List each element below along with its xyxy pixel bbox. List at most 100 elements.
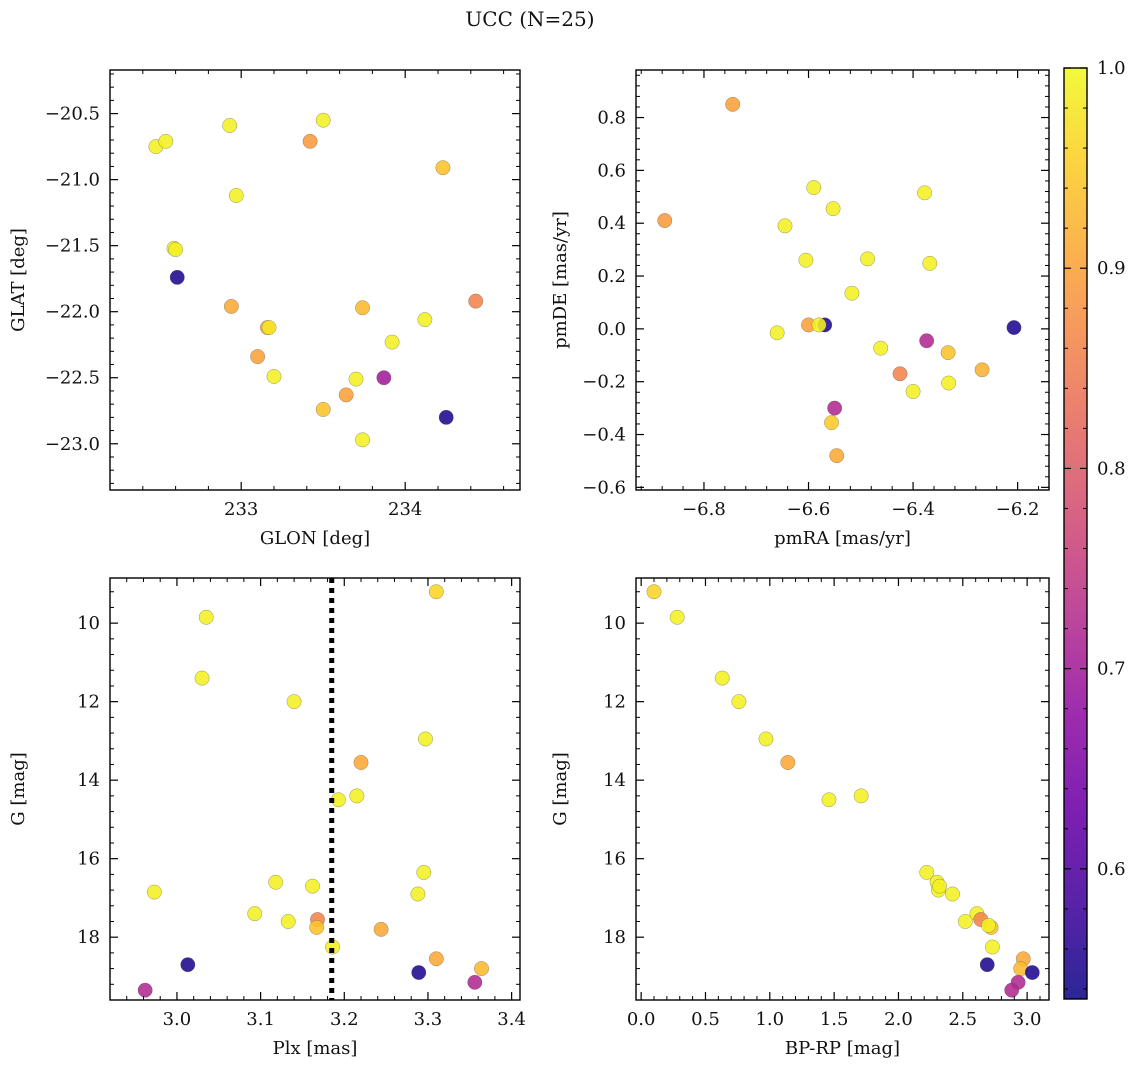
- data-point-8: [860, 251, 876, 267]
- data-point-10: [268, 874, 284, 890]
- x-tick-label: 2.5: [948, 1009, 977, 1030]
- data-point-12: [932, 878, 948, 894]
- data-point-1: [725, 96, 741, 112]
- data-point-25: [1004, 982, 1020, 998]
- data-point-14: [769, 325, 785, 341]
- data-point-15: [1006, 320, 1022, 335]
- y-tick-label: 0.4: [597, 213, 626, 234]
- data-point-3: [714, 670, 730, 686]
- x-tick-label: 233: [224, 499, 258, 520]
- colorbar-gradient: [1064, 68, 1087, 999]
- data-point-1: [428, 584, 444, 600]
- data-point-7: [821, 792, 837, 808]
- x-tick-label: 2.0: [884, 1009, 913, 1030]
- data-point-7: [798, 252, 814, 268]
- data-point-24: [438, 409, 454, 425]
- data-point-14: [247, 906, 263, 922]
- data-point-25: [355, 432, 371, 448]
- data-point-18: [250, 349, 266, 365]
- data-point-4: [731, 694, 747, 710]
- data-point-21: [180, 957, 196, 973]
- y-tick-label: −22.5: [45, 368, 100, 389]
- data-point-8: [853, 788, 869, 804]
- y-tick-label: 18: [77, 927, 100, 948]
- x-tick-label: −6.8: [682, 499, 726, 520]
- y-tick-label: 0.2: [597, 266, 626, 287]
- data-point-6: [435, 160, 451, 176]
- panel-4: 0.0 0.5 1.0 1.5 2.0 2.5 3.0 10 12 14 16 18 BP-RP [ma…: [550, 577, 1050, 1059]
- y-tick-label: −23.0: [45, 434, 100, 455]
- x-axis-label: Plx [mas]: [273, 1038, 358, 1059]
- ticks: 3.0 3.1 3.2 3.3 3.4 10 12 14 16 18: [77, 578, 526, 1030]
- data-point-2: [657, 213, 673, 229]
- data-point-15: [280, 914, 296, 929]
- y-axis-label: pmDE [mas/yr]: [550, 211, 571, 349]
- data-point-17: [384, 334, 400, 350]
- y-tick-label: 14: [77, 770, 100, 791]
- x-axis-label: GLON [deg]: [260, 528, 370, 549]
- colorbar-tick-label: 0.9: [1097, 258, 1126, 279]
- y-tick-label: −0.2: [582, 372, 626, 393]
- data-point-10: [169, 269, 185, 285]
- x-tick-label: 0.0: [627, 1009, 656, 1030]
- data-point-7: [349, 788, 365, 804]
- ticks: −6.8 −6.6 −6.4 −6.2 −0.6 −0.4 −0.2 0.0 0.2 0.4 0.6…: [582, 70, 1049, 520]
- y-tick-label: 12: [603, 692, 626, 713]
- scatter-points: [657, 96, 1022, 464]
- y-tick-label: 16: [77, 849, 100, 870]
- y-axis-label: GLAT [deg]: [8, 228, 29, 332]
- plot-frame: [109, 69, 521, 491]
- data-point-20: [348, 371, 364, 387]
- x-tick-label: 1.0: [755, 1009, 784, 1030]
- x-tick-label: 3.3: [414, 1009, 443, 1030]
- data-point-3: [222, 118, 238, 133]
- data-point-25: [137, 982, 153, 998]
- y-tick-label: −0.4: [582, 425, 626, 446]
- data-point-19: [984, 939, 1000, 955]
- x-tick-label: 234: [388, 499, 422, 520]
- data-point-9: [922, 255, 938, 271]
- y-axis-label: G [mag]: [550, 752, 571, 825]
- data-point-12: [146, 884, 162, 900]
- figure-title: UCC (N=25): [465, 7, 594, 31]
- data-point-3: [806, 180, 822, 195]
- data-point-2: [198, 609, 214, 625]
- data-point-5: [758, 731, 774, 747]
- data-point-23: [411, 965, 427, 980]
- y-tick-label: 10: [603, 613, 626, 634]
- panel-1: 233 234 −20.5 −21.0 −21.5 −22.0 −22.5 −23.0 GLON…: [8, 69, 521, 549]
- x-tick-label: 3.0: [1013, 1009, 1042, 1030]
- ticks: 0.0 0.5 1.0 1.5 2.0 2.5 3.0 10 12 14 16 18: [603, 578, 1049, 1030]
- y-tick-label: 0.0: [597, 319, 626, 340]
- data-point-25: [829, 448, 845, 464]
- data-point-2: [158, 133, 174, 149]
- data-point-22: [905, 384, 921, 399]
- data-point-21: [979, 957, 995, 973]
- x-tick-label: 3.4: [497, 1009, 526, 1030]
- data-point-13: [811, 317, 827, 333]
- data-point-5: [302, 133, 318, 149]
- data-point-14: [957, 914, 973, 929]
- y-tick-label: −21.5: [45, 236, 100, 257]
- data-point-17: [873, 340, 889, 356]
- plot-frame: [109, 577, 521, 1001]
- data-point-4: [286, 694, 302, 710]
- data-point-6: [353, 755, 369, 770]
- data-point-21: [941, 375, 957, 391]
- data-point-10: [844, 285, 860, 301]
- data-point-16: [919, 333, 935, 349]
- panel-3: 3.0 3.1 3.2 3.3 3.4 10 12 14 16 18 Plx [mas] G [mag…: [8, 577, 526, 1059]
- data-point-6: [780, 755, 796, 770]
- data-point-9: [919, 864, 935, 880]
- data-point-3: [194, 670, 210, 686]
- y-tick-label: 18: [603, 927, 626, 948]
- data-point-20: [428, 951, 444, 967]
- y-tick-label: 0.6: [597, 160, 626, 181]
- colorbar-frame: [1063, 67, 1088, 1000]
- colorbar-tick-label: 0.7: [1097, 659, 1126, 680]
- data-point-13: [410, 886, 426, 902]
- scatter-points: [148, 112, 484, 448]
- x-tick-label: 3.0: [163, 1009, 192, 1030]
- data-point-16: [261, 320, 277, 335]
